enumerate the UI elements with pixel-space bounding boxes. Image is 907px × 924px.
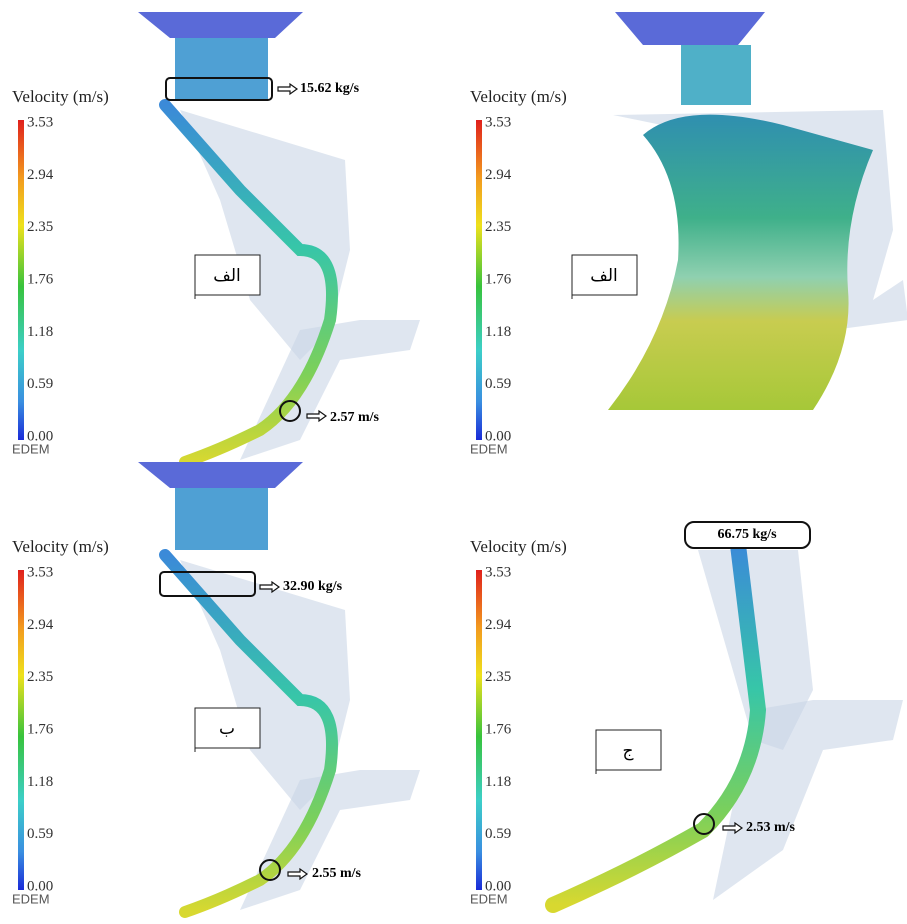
annotation: 15.62 kg/s (300, 81, 360, 96)
panel: Velocity (m/s)3.532.942.351.761.180.590.… (470, 522, 903, 906)
legend-tick: 1.18 (485, 324, 511, 340)
legend-tick: 1.76 (485, 721, 512, 737)
panel-label: الف (590, 266, 618, 286)
logo: EDEM (470, 891, 508, 906)
legend-tick: 1.76 (485, 271, 512, 287)
color-bar (476, 570, 482, 890)
hopper-neck (175, 488, 268, 550)
hopper-neck (681, 45, 751, 105)
legend-tick: 2.94 (27, 617, 54, 633)
panel-label: ب (219, 719, 235, 739)
legend-tick: 1.18 (485, 774, 511, 790)
legend-tick: 2.94 (485, 167, 512, 183)
legend-title: Velocity (m/s) (470, 87, 567, 106)
legend-tick: 0.59 (485, 826, 511, 842)
side-plate (713, 700, 903, 900)
annotation: 2.55 m/s (312, 866, 362, 881)
legend-title: Velocity (m/s) (470, 537, 567, 556)
legend-tick: 0.59 (27, 376, 53, 392)
hopper-neck (175, 38, 268, 100)
annotation: 2.57 m/s (330, 410, 380, 425)
legend-tick: 3.53 (27, 114, 53, 130)
legend-tick: 2.94 (27, 167, 54, 183)
hopper (138, 12, 303, 38)
legend-tick: 1.18 (27, 324, 53, 340)
legend-tick: 1.76 (27, 271, 54, 287)
side-plate (240, 770, 420, 910)
side-plate (240, 320, 420, 460)
particle-sheet (608, 115, 873, 410)
logo: EDEM (12, 891, 50, 906)
legend-tick: 2.35 (27, 219, 53, 235)
legend-tick: 2.35 (485, 669, 511, 685)
logo: EDEM (12, 441, 50, 456)
legend-tick: 2.35 (27, 669, 53, 685)
annotation: 2.53 m/s (746, 820, 796, 835)
legend-tick: 2.35 (485, 219, 511, 235)
annotation: 32.90 kg/s (283, 579, 343, 594)
panel-label: الف (213, 266, 241, 286)
legend-tick: 3.53 (485, 564, 511, 580)
panel: Velocity (m/s)3.532.942.351.761.180.590.… (12, 462, 420, 912)
arrow (278, 84, 297, 94)
legend-tick: 1.76 (27, 721, 54, 737)
color-bar (18, 120, 24, 440)
legend-tick: 3.53 (27, 564, 53, 580)
legend-tick: 0.59 (485, 376, 511, 392)
annotation: 66.75 kg/s (717, 527, 777, 542)
hopper (138, 462, 303, 488)
figure: Velocity (m/s) 3.53 2.94 2.35 1.76 1.18 0.59 0.… (0, 0, 907, 924)
panel: Velocity (m/s)3.532.942.351.761.180.590.… (470, 12, 907, 456)
legend-tick: 2.94 (485, 617, 512, 633)
panel-label: ج (623, 741, 634, 761)
legend-tick: 0.59 (27, 826, 53, 842)
color-bar (476, 120, 482, 440)
legend-title: Velocity (m/s) (12, 537, 109, 556)
hopper (615, 12, 765, 45)
color-bar (18, 570, 24, 890)
logo: EDEM (470, 441, 508, 456)
legend-tick: 3.53 (485, 114, 511, 130)
legend-tick: 1.18 (27, 774, 53, 790)
legend-title: Velocity (m/s) (12, 87, 109, 106)
panel: Velocity (m/s)3.532.942.351.761.180.590.… (12, 12, 420, 462)
